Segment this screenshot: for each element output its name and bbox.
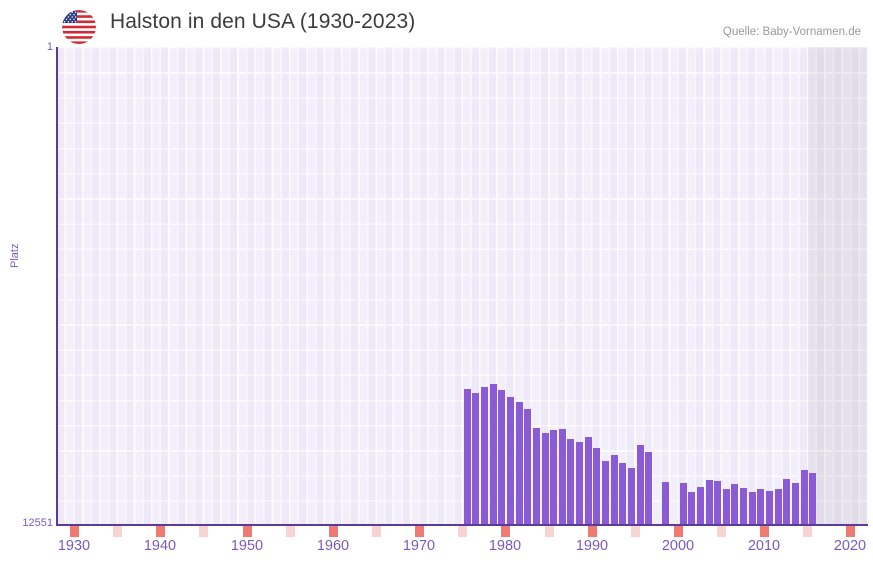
bar-2008[interactable]	[714, 481, 722, 525]
column-bands	[56, 47, 867, 525]
y-axis-bottom-label: 12551	[22, 517, 53, 529]
bar-2006[interactable]	[696, 487, 704, 525]
x-tick-2010	[760, 526, 769, 537]
page-title: Halston in den USA (1930-2023)	[110, 10, 416, 33]
bar-1979[interactable]	[463, 389, 471, 525]
x-axis-labels: 1930 1940 1950 1960 1970 1980 1990 2000 2010 2020	[0, 538, 873, 562]
x-label-1970: 1970	[402, 538, 436, 554]
y-axis-title: Platz	[9, 243, 21, 268]
bar-1984[interactable]	[507, 397, 515, 525]
bar-1995[interactable]	[601, 461, 609, 525]
x-tick-minor-1	[199, 526, 208, 537]
grid-lines	[56, 47, 867, 525]
bar-1997[interactable]	[619, 463, 627, 525]
bar-1980[interactable]	[472, 393, 480, 525]
x-tick-minor-6	[631, 526, 640, 537]
x-tick-1980	[501, 526, 510, 537]
x-label-1980: 1980	[488, 538, 522, 554]
x-label-1990: 1990	[575, 538, 609, 554]
y-axis-top-label: 1	[46, 41, 53, 53]
x-tick-2000	[674, 526, 683, 537]
bar-2011[interactable]	[740, 488, 748, 525]
bar-1982[interactable]	[489, 384, 497, 525]
bar-2000[interactable]	[645, 452, 653, 525]
bar-2013[interactable]	[757, 489, 765, 525]
x-tick-minor-5	[545, 526, 554, 537]
bar-2015[interactable]	[774, 489, 782, 525]
bar-1994[interactable]	[593, 448, 601, 525]
bar-1999[interactable]	[636, 445, 644, 525]
bar-series	[56, 47, 867, 525]
bar-1998[interactable]	[627, 468, 635, 525]
bar-1985[interactable]	[515, 402, 523, 525]
bar-2019[interactable]	[809, 473, 817, 525]
x-label-2020: 2020	[833, 538, 867, 554]
x-tick-minor-4	[458, 526, 467, 537]
bar-2017[interactable]	[791, 483, 799, 525]
bar-2010[interactable]	[731, 484, 739, 525]
bar-1992[interactable]	[576, 442, 584, 525]
bar-2014[interactable]	[766, 491, 774, 525]
x-tick-1970	[415, 526, 424, 537]
chart-header: Halston in den USA (1930-2023) Quelle: B…	[0, 0, 873, 46]
bar-1983[interactable]	[498, 390, 506, 525]
bar-1996[interactable]	[610, 455, 618, 525]
x-label-1940: 1940	[143, 538, 177, 554]
x-tick-1990	[588, 526, 597, 537]
no-data-shaded-region	[808, 47, 867, 525]
x-label-1930: 1930	[57, 538, 91, 554]
bar-1988[interactable]	[541, 433, 549, 525]
x-label-1950: 1950	[230, 538, 264, 554]
plot-area	[56, 47, 867, 525]
bar-1986[interactable]	[524, 409, 532, 525]
bar-1990[interactable]	[558, 429, 566, 525]
usa-flag-icon	[62, 10, 96, 44]
bar-2007[interactable]	[705, 480, 713, 525]
bar-2002[interactable]	[662, 482, 670, 525]
source-attribution: Quelle: Baby-Vornamen.de	[722, 26, 861, 38]
x-tick-minor-0	[113, 526, 122, 537]
bar-1981[interactable]	[481, 387, 489, 525]
x-axis-ticks	[56, 526, 867, 538]
x-label-2000: 2000	[661, 538, 695, 554]
bar-2016[interactable]	[783, 479, 791, 525]
bar-2005[interactable]	[688, 492, 696, 525]
x-tick-minor-8	[803, 526, 812, 537]
x-tick-minor-3	[372, 526, 381, 537]
x-tick-2020	[846, 526, 855, 537]
bar-1991[interactable]	[567, 439, 575, 525]
x-tick-minor-2	[286, 526, 295, 537]
x-axis-line	[56, 524, 868, 526]
x-tick-minor-7	[717, 526, 726, 537]
bar-2012[interactable]	[748, 492, 756, 525]
y-axis-line	[56, 47, 58, 525]
bar-1989[interactable]	[550, 430, 558, 525]
x-label-1960: 1960	[316, 538, 350, 554]
bar-2018[interactable]	[800, 470, 808, 525]
x-tick-1950	[243, 526, 252, 537]
bar-2004[interactable]	[679, 483, 687, 525]
bar-1993[interactable]	[584, 437, 592, 525]
x-tick-1960	[329, 526, 338, 537]
bar-2009[interactable]	[722, 489, 730, 525]
bar-1987[interactable]	[532, 428, 540, 525]
x-tick-1930	[70, 526, 79, 537]
x-label-2010: 2010	[747, 538, 781, 554]
x-tick-1940	[156, 526, 165, 537]
